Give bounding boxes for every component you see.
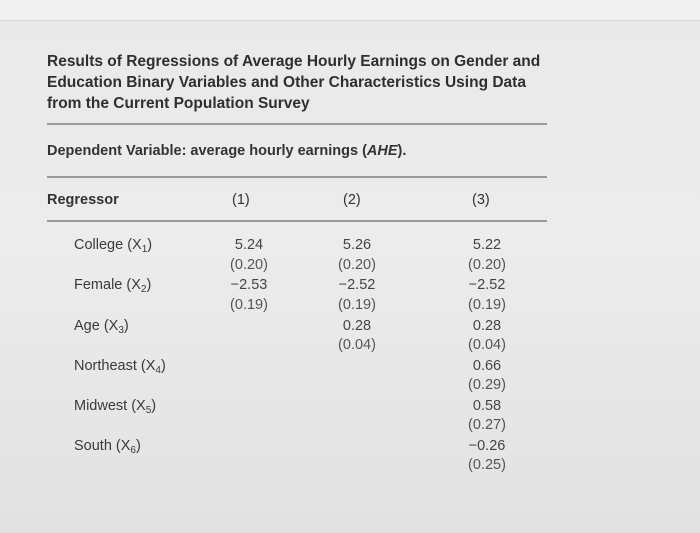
cell-midwest-col3: 0.58 [472, 398, 502, 414]
se-midwest-col3: (0.27) [468, 417, 506, 433]
cell-age-col2: 0.28 [342, 318, 372, 334]
se-age-col3: (0.04) [468, 337, 506, 353]
cell-college-col1: 5.24 [234, 237, 264, 253]
se-college-col1: (0.20) [230, 257, 268, 273]
cell-northeast-col3: 0.66 [472, 358, 502, 374]
se-female-col3: (0.19) [468, 297, 506, 313]
se-age-col2: (0.04) [338, 337, 376, 353]
row-label-female: Female (X2) [74, 277, 152, 295]
header-col1: (1) [232, 192, 250, 208]
row-label-midwest: Midwest (X5) [74, 398, 157, 416]
se-female-col2: (0.19) [338, 297, 376, 313]
header-regressor: Regressor [47, 192, 119, 208]
dependent-variable-line: Dependent Variable: average hourly earni… [47, 143, 406, 159]
header-col2: (2) [343, 192, 361, 208]
row-label-south: South (X6) [74, 438, 141, 456]
dependent-rule [47, 176, 547, 178]
cell-female-col1: −2.53 [230, 277, 268, 293]
header-rule [47, 220, 547, 222]
se-northeast-col3: (0.29) [468, 377, 506, 393]
dependent-prefix: Dependent Variable: average hourly earni… [47, 143, 367, 159]
cell-female-col2: −2.52 [338, 277, 376, 293]
table-title: Results of Regressions of Average Hourly… [47, 53, 541, 112]
cell-age-col3: 0.28 [472, 318, 502, 334]
cell-college-col3: 5.22 [472, 237, 502, 253]
page-top-strip [0, 0, 700, 21]
se-south-col3: (0.25) [468, 457, 506, 473]
cell-college-col2: 5.26 [342, 237, 372, 253]
row-label-college: College (X1) [74, 237, 153, 255]
se-college-col2: (0.20) [338, 257, 376, 273]
header-col3: (3) [472, 192, 490, 208]
row-label-northeast: Northeast (X4) [74, 358, 166, 376]
dependent-suffix: ). [397, 143, 407, 159]
row-label-age: Age (X3) [74, 318, 129, 336]
title-rule [47, 123, 547, 125]
se-college-col3: (0.20) [468, 257, 506, 273]
se-female-col1: (0.19) [230, 297, 268, 313]
cell-female-col3: −2.52 [468, 277, 506, 293]
cell-south-col3: −0.26 [468, 438, 506, 454]
dependent-abbrev: AHE [366, 143, 398, 159]
